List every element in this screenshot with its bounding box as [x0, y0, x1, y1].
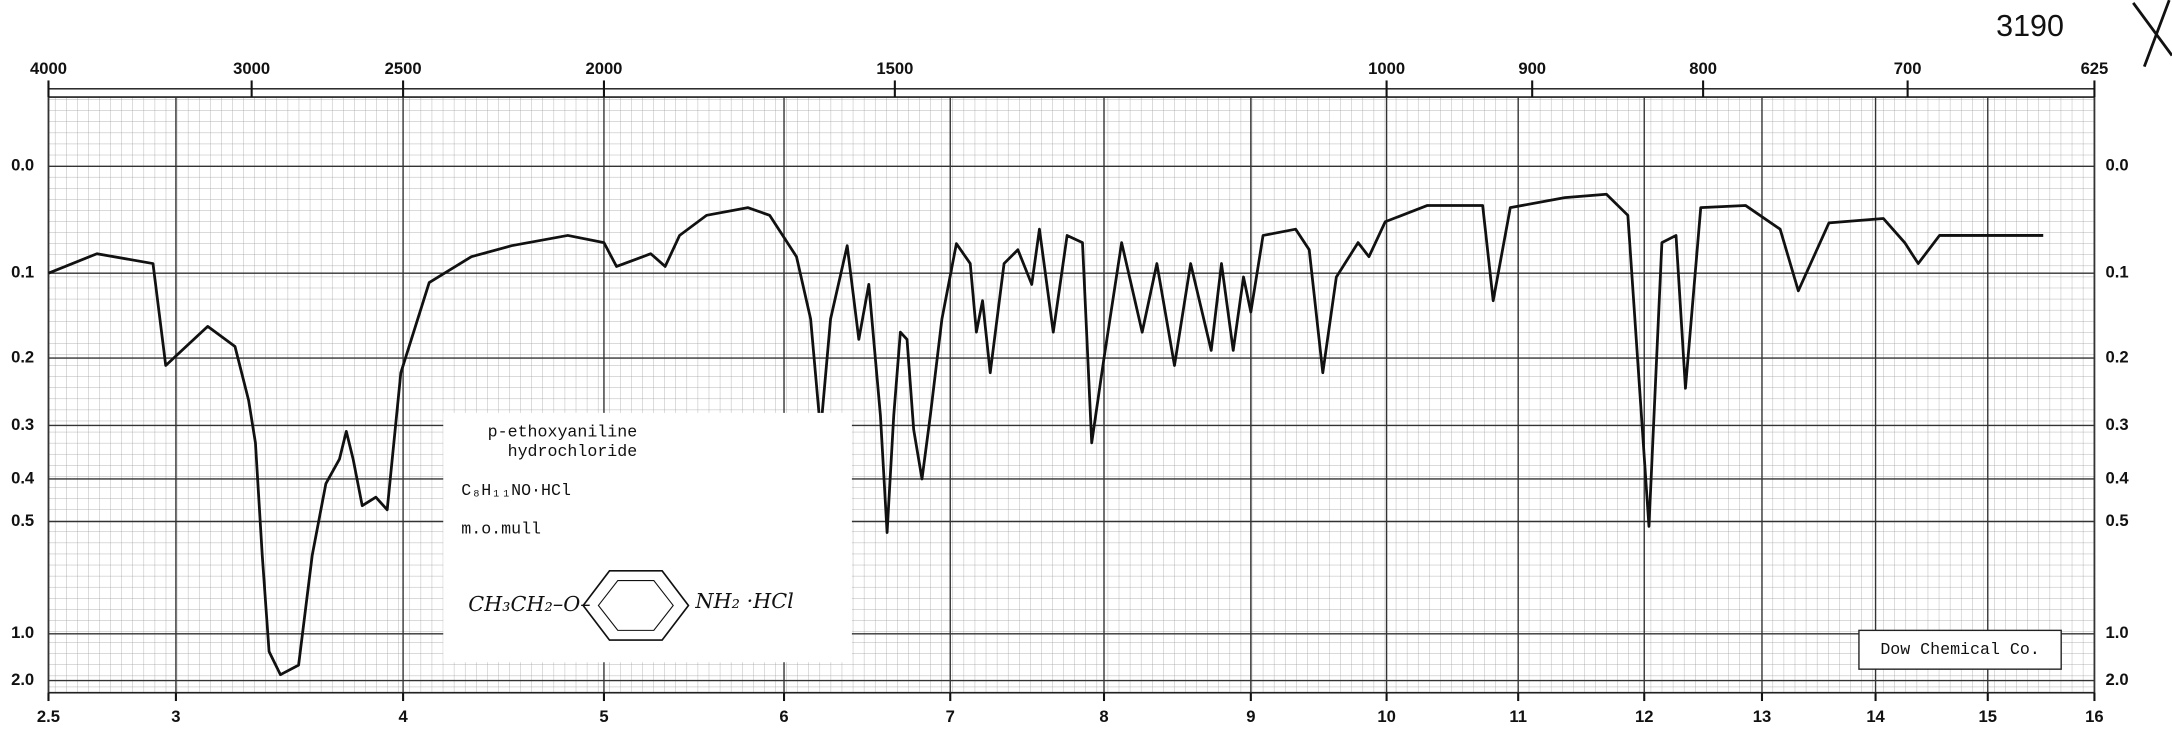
x-tick-label: 7 — [946, 707, 955, 726]
structure-left: CH₃CH₂–O– — [468, 592, 590, 616]
x-tick-label: 2.5 — [37, 707, 60, 726]
x-tick-label: 13 — [1753, 707, 1771, 726]
x2-tick-label: 800 — [1689, 59, 1717, 78]
x2-tick-label: 625 — [2081, 59, 2109, 78]
x-tick-label: 12 — [1635, 707, 1653, 726]
x-tick-label: 6 — [779, 707, 788, 726]
y2-tick-label: 1.0 — [2106, 623, 2129, 642]
y-tick-label: 0.4 — [11, 468, 35, 487]
structure-right: NH₂ ·HCl — [694, 589, 793, 613]
x2-tick-label: 4000 — [30, 59, 67, 78]
spectrum-number: 3190 — [1996, 9, 2064, 43]
spectrum-line — [47, 192, 2044, 677]
x-tick-label: 11 — [1509, 707, 1527, 726]
y-tick-label: 0.2 — [11, 347, 34, 366]
y-tick-label: 2.0 — [11, 670, 34, 689]
y2-tick-label: 0.5 — [2106, 511, 2129, 530]
x-tick-label: 5 — [599, 707, 608, 726]
x2-tick-label: 900 — [1518, 59, 1546, 78]
y-tick-label: 1.0 — [11, 623, 34, 642]
y2-tick-label: 0.1 — [2106, 263, 2129, 282]
info-box — [443, 412, 852, 663]
x2-tick-label: 2000 — [585, 59, 622, 78]
minor-grid — [48, 97, 2095, 693]
y-tick-label: 0.1 — [11, 263, 34, 282]
y2-tick-label: 0.3 — [2106, 415, 2129, 434]
y2-tick-label: 0.2 — [2106, 347, 2129, 366]
x-tick-label: 15 — [1979, 707, 1997, 726]
source: Dow Chemical Co. — [1880, 640, 2039, 659]
x-tick-label: 9 — [1246, 707, 1255, 726]
benzene-ring — [582, 569, 690, 641]
y2-tick-label: 0.4 — [2106, 468, 2130, 487]
x-tick-label: 3 — [171, 707, 180, 726]
x2-tick-label: 2500 — [385, 59, 422, 78]
x2-tick-label: 700 — [1894, 59, 1922, 78]
y-tick-label: 0.3 — [11, 415, 34, 434]
corner-mark — [2132, 0, 2172, 68]
y2-tick-label: 2.0 — [2106, 670, 2129, 689]
compound-name: p-ethoxyaniline — [488, 423, 638, 442]
source-box — [1858, 629, 2062, 670]
benzene-ring-inner — [597, 579, 674, 631]
x-tick-label: 10 — [1377, 707, 1395, 726]
medium: m.o.mull — [461, 520, 541, 539]
y2-tick-label: 0.0 — [2106, 156, 2129, 175]
x-tick-label: 14 — [1866, 707, 1885, 726]
formula: C₈H₁₁NO·HCl — [461, 481, 571, 500]
x2-tick-label: 1500 — [876, 59, 913, 78]
x2-tick-label: 1000 — [1368, 59, 1405, 78]
x-tick-label: 4 — [398, 707, 408, 726]
x-tick-label: 16 — [2085, 707, 2103, 726]
compound-name: hydrochloride — [508, 442, 638, 461]
x2-tick-label: 3000 — [233, 59, 270, 78]
y-tick-label: 0.5 — [11, 511, 34, 530]
y-tick-label: 0.0 — [11, 156, 34, 175]
x-tick-label: 8 — [1099, 707, 1108, 726]
